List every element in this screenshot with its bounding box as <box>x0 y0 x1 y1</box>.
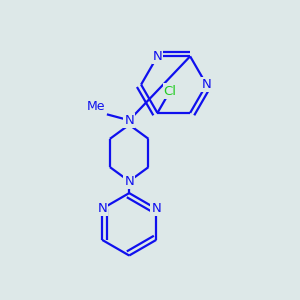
Text: Me: Me <box>87 100 105 113</box>
Text: N: N <box>97 202 107 215</box>
Text: N: N <box>151 202 161 215</box>
Text: N: N <box>202 78 211 91</box>
Text: N: N <box>153 50 162 63</box>
Text: N: N <box>124 114 134 127</box>
Text: Cl: Cl <box>164 85 177 98</box>
Text: N: N <box>124 175 134 188</box>
